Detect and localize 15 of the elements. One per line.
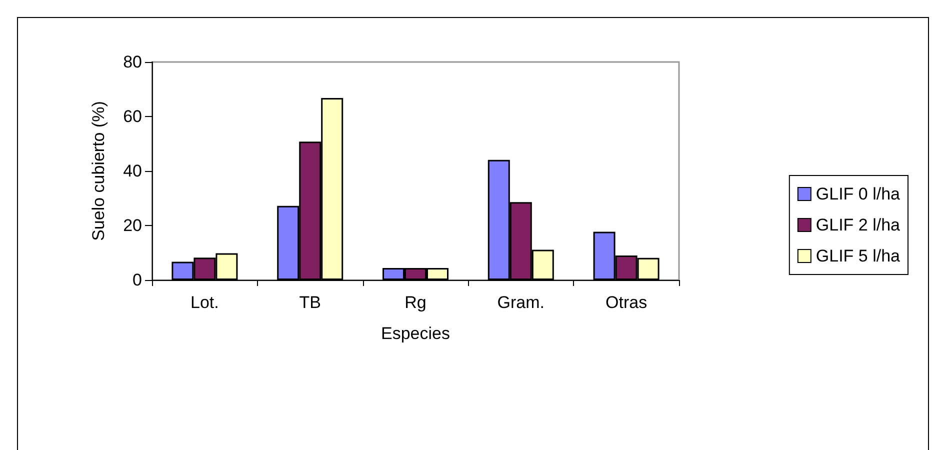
y-tick-label: 60	[123, 107, 142, 126]
x-tick-label: Gram.	[497, 293, 545, 312]
x-tick-label: Otras	[606, 293, 648, 312]
x-axis-title: Especies	[381, 324, 450, 343]
x-tick-label: Lot.	[190, 293, 219, 312]
y-tick-label: 40	[123, 162, 142, 180]
y-tick-label: 80	[123, 52, 142, 72]
legend-label: GLIF 5 l/ha	[816, 246, 901, 266]
x-tick-label: TB	[299, 293, 321, 312]
y-axis-title: Suelo cubierto (%)	[89, 101, 108, 241]
y-tick-label: 0	[132, 270, 142, 290]
x-tick-label: Rg	[404, 293, 426, 312]
y-tick-label: 20	[123, 216, 142, 235]
legend-label: GLIF 0 l/ha	[816, 184, 901, 204]
legend-label: GLIF 2 l/ha	[816, 216, 901, 234]
